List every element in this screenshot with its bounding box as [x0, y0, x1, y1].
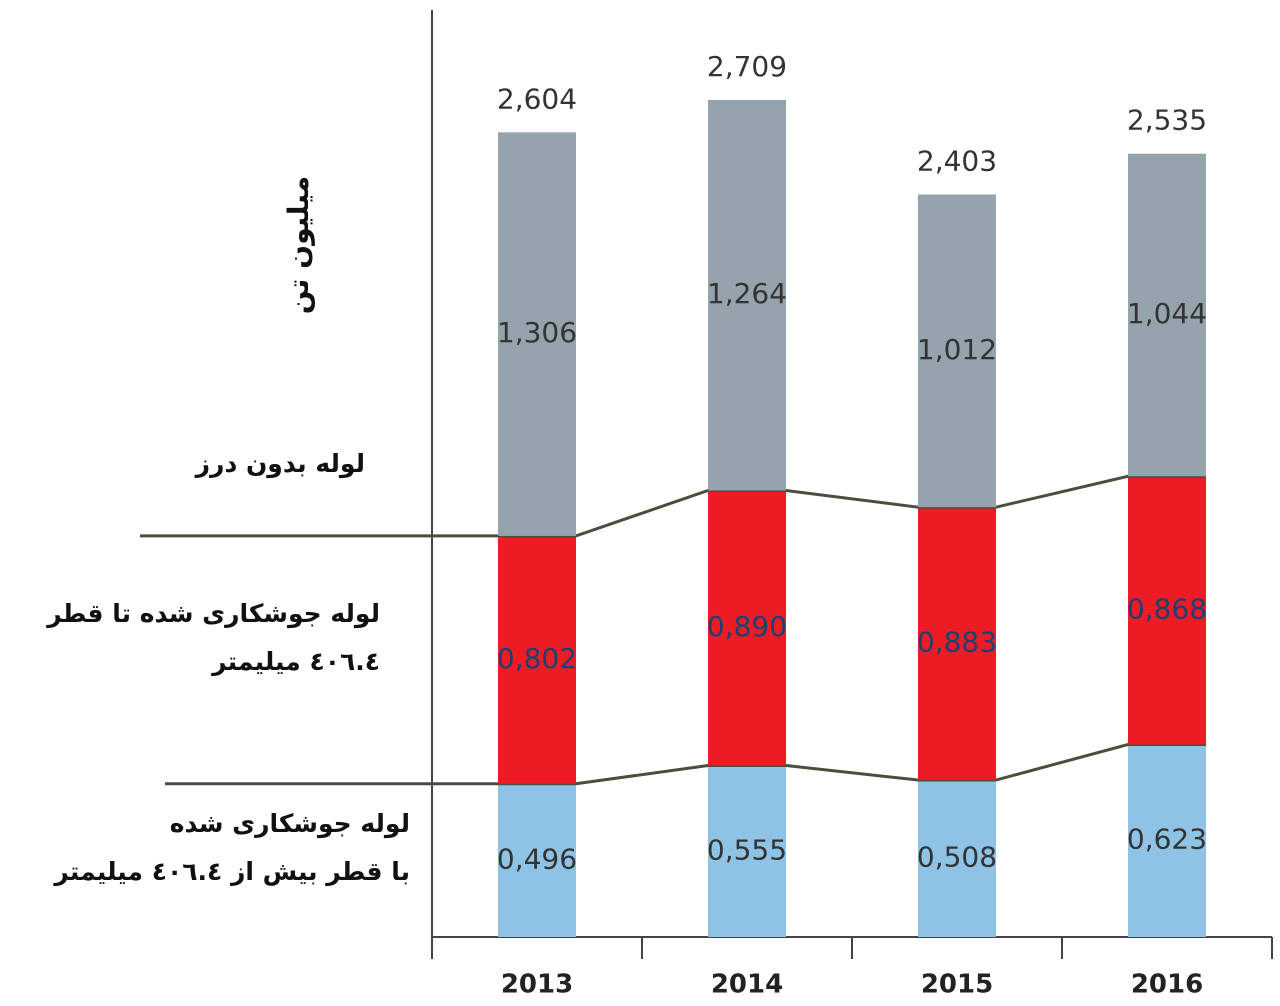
value-label: 0,623	[1127, 823, 1207, 856]
bar-segment	[498, 783, 576, 937]
bar-segment	[918, 507, 996, 781]
value-label: 1,306	[497, 316, 577, 349]
x-tick-label: 2015	[921, 970, 993, 1000]
total-label: 2,604	[497, 82, 577, 115]
value-label: 0,890	[707, 610, 787, 643]
bar-segment	[708, 765, 786, 937]
total-label: 2,709	[707, 50, 787, 83]
value-label: 0,508	[917, 841, 997, 874]
value-label: 0,802	[497, 642, 577, 675]
x-tick-label: 2016	[1131, 970, 1203, 1000]
bar-segment	[918, 194, 996, 508]
value-label: 1,012	[917, 333, 997, 366]
legend-label: لوله بدون درز	[195, 449, 365, 478]
boundary-line	[165, 742, 1206, 786]
value-label: 0,555	[707, 833, 787, 866]
value-label: 0,868	[1127, 592, 1207, 625]
y-axis-title: میلیون تن	[282, 176, 315, 315]
x-tick-label: 2013	[501, 970, 573, 1000]
value-label: 0,883	[917, 626, 997, 659]
bar-segment	[498, 535, 576, 784]
legend-label: لوله جوشکاری شده تا قطر ٤٠٦.٤ میلیمتر	[47, 599, 380, 676]
value-label: 1,044	[1127, 297, 1207, 330]
value-label: 0,496	[497, 842, 577, 875]
bar-segment	[498, 132, 576, 536]
bar-segment	[708, 490, 786, 766]
bar-segment	[708, 99, 786, 491]
bar-segment	[1128, 476, 1206, 745]
total-label: 2,535	[1127, 104, 1207, 137]
legend-label: لوله جوشکاری شده با قطر بیش از ٤٠٦.٤ میل…	[54, 809, 410, 886]
bar-segment	[1128, 744, 1206, 937]
total-label: 2,403	[917, 144, 997, 177]
bar-segment	[918, 780, 996, 937]
value-label: 1,264	[707, 277, 787, 310]
bar-segment	[1128, 153, 1206, 477]
x-tick-label: 2014	[711, 970, 783, 1000]
